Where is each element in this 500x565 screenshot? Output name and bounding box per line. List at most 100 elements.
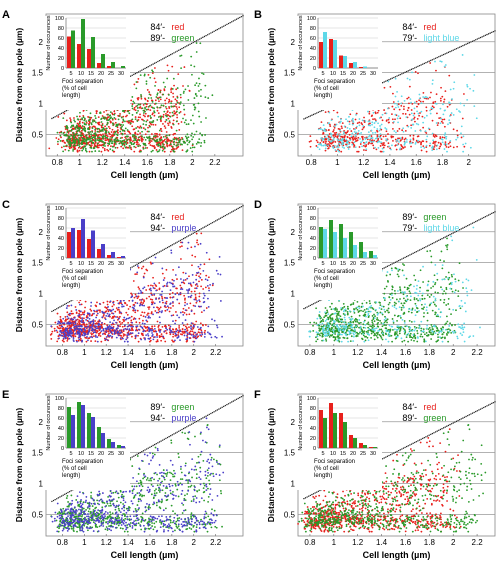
diagonal-point	[449, 233, 451, 236]
point	[339, 139, 342, 142]
point	[72, 132, 75, 135]
diagonal-point	[187, 44, 190, 46]
point	[111, 305, 114, 308]
point	[420, 327, 423, 330]
point	[183, 66, 186, 68]
point	[315, 307, 318, 310]
point	[111, 322, 114, 325]
point	[135, 81, 138, 83]
diagonal-point	[479, 218, 482, 220]
point	[396, 331, 398, 333]
point	[69, 331, 72, 333]
point	[341, 146, 344, 148]
point	[148, 93, 151, 96]
point	[404, 137, 407, 140]
point	[163, 147, 166, 150]
point	[106, 137, 109, 139]
point	[145, 123, 147, 126]
point	[198, 77, 200, 80]
point	[75, 138, 78, 141]
point	[167, 114, 170, 117]
point	[105, 331, 108, 333]
point	[103, 117, 106, 120]
inset-x-axis-label: length)	[314, 93, 332, 99]
diagonal-point	[491, 212, 493, 215]
point	[114, 131, 117, 134]
diagonal-point	[213, 221, 215, 223]
point	[152, 287, 155, 289]
diagonal-point	[409, 254, 411, 256]
point	[433, 274, 436, 277]
point	[111, 112, 114, 115]
point	[407, 106, 410, 109]
point	[161, 149, 164, 152]
x-tick-label: 0.8	[52, 158, 64, 167]
diagonal-point	[397, 74, 400, 77]
point	[179, 246, 181, 248]
point	[126, 328, 129, 331]
point	[151, 285, 154, 287]
point	[62, 317, 65, 320]
point	[64, 336, 67, 339]
point	[95, 145, 98, 148]
diagonal-point	[205, 225, 207, 227]
diagonal-point	[410, 68, 413, 71]
point	[81, 325, 83, 328]
point	[101, 144, 104, 146]
point	[130, 319, 133, 322]
point	[402, 304, 404, 307]
point	[92, 319, 95, 321]
y-tick-label: 2	[291, 228, 296, 237]
point	[72, 318, 75, 321]
point	[324, 144, 327, 147]
point	[383, 109, 386, 111]
point	[60, 331, 63, 334]
point	[433, 145, 436, 148]
point	[162, 139, 164, 142]
point	[347, 308, 350, 310]
point	[338, 142, 341, 145]
point	[88, 121, 91, 124]
point	[193, 97, 196, 99]
point	[89, 140, 92, 143]
point	[441, 267, 444, 270]
legend-label: 84′-	[150, 22, 165, 32]
point	[61, 339, 64, 342]
point	[436, 124, 439, 127]
diagonal-point	[67, 301, 69, 304]
point	[144, 115, 146, 118]
inset-y-axis-label: Number of occurences	[298, 15, 304, 71]
point	[187, 241, 190, 244]
point	[336, 138, 339, 141]
diagonal-point	[487, 214, 490, 216]
point	[324, 136, 327, 139]
point	[57, 327, 60, 330]
point	[172, 119, 175, 122]
point	[117, 334, 120, 337]
point	[161, 267, 164, 270]
point	[98, 329, 101, 332]
point	[183, 113, 186, 116]
diagonal-point	[444, 53, 446, 55]
point	[165, 268, 168, 271]
point	[173, 84, 175, 87]
point	[194, 293, 197, 296]
point	[160, 115, 163, 118]
point	[64, 316, 67, 318]
point	[360, 132, 363, 134]
point	[97, 123, 100, 125]
diagonal-point	[62, 111, 64, 114]
point	[144, 142, 146, 145]
diagonal-point	[468, 224, 471, 226]
point	[121, 129, 124, 132]
point	[68, 322, 71, 325]
point	[96, 330, 99, 333]
point	[197, 331, 200, 334]
point	[182, 332, 185, 334]
point	[151, 262, 154, 265]
point	[88, 312, 91, 315]
point	[138, 139, 141, 142]
point	[153, 330, 155, 333]
point	[104, 306, 107, 309]
point	[90, 332, 92, 335]
